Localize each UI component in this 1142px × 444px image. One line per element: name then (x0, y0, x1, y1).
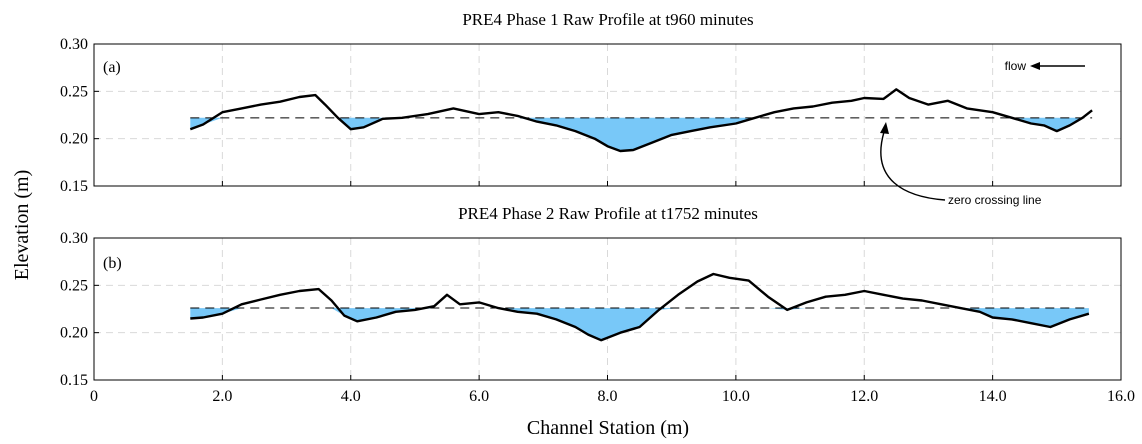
flow-label: flow (1005, 59, 1027, 73)
panel-a-label: (a) (103, 59, 121, 76)
xtick-label-3: 6.0 (469, 388, 489, 405)
panel-a-grid (94, 44, 1121, 186)
panel-a-ytick-label-0: 0.15 (60, 178, 88, 195)
panel-b-below-zero-fill (190, 308, 1089, 341)
panel-b-ytick-label-0: 0.15 (60, 372, 88, 389)
xtick-label-5: 10.0 (722, 388, 750, 405)
panel-a-y-ticks: 0.15 0.20 0.25 0.30 (60, 36, 99, 195)
panel-a-profile-line (189, 88, 1093, 153)
panel-a: PRE4 Phase 1 Raw Profile at t960 minutes… (60, 10, 1122, 207)
panel-b-label: (b) (103, 255, 122, 272)
x-axis-ticks: 0 2.0 4.0 6.0 8.0 10.0 12.0 14.0 16.0 (90, 181, 1135, 405)
panel-b-title: PRE4 Phase 2 Raw Profile at t1752 minute… (458, 204, 758, 223)
xtick-label-8: 16.0 (1107, 388, 1135, 405)
xtick-label-1: 2.0 (212, 388, 232, 405)
xtick-label-4: 8.0 (598, 388, 618, 405)
zero-crossing-annotation: zero crossing line (880, 122, 1042, 207)
flow-arrow-head (1030, 62, 1040, 70)
y-axis-label: Elevation (m) (11, 170, 33, 281)
zero-crossing-label: zero crossing line (948, 193, 1042, 207)
zero-crossing-arrow (880, 131, 946, 201)
panel-a-ytick-label-1: 0.20 (60, 131, 88, 148)
panel-b-grid (94, 238, 1121, 380)
panel-a-ytick-label-2: 0.25 (60, 83, 88, 100)
panel-a-ytick-label-3: 0.30 (60, 36, 88, 53)
flow-annotation: flow (1005, 59, 1085, 73)
xtick-label-7: 14.0 (979, 388, 1007, 405)
zero-crossing-arrow-head (880, 122, 889, 134)
xtick-label-2: 4.0 (341, 388, 361, 405)
xtick-label-6: 12.0 (850, 388, 878, 405)
panel-b: PRE4 Phase 2 Raw Profile at t1752 minute… (60, 204, 1122, 389)
panel-b-y-ticks: 0.15 0.20 0.25 0.30 (60, 230, 99, 389)
x-axis-label: Channel Station (m) (527, 417, 689, 439)
panel-b-profile-line (190, 272, 1090, 342)
panel-b-ytick-label-1: 0.20 (60, 325, 88, 342)
panel-b-ytick-label-2: 0.25 (60, 277, 88, 294)
panel-a-below-zero-fill (190, 117, 1093, 151)
xtick-label-0: 0 (90, 388, 98, 405)
panel-b-ytick-label-3: 0.30 (60, 230, 88, 247)
panel-a-title: PRE4 Phase 1 Raw Profile at t960 minutes (462, 10, 753, 29)
